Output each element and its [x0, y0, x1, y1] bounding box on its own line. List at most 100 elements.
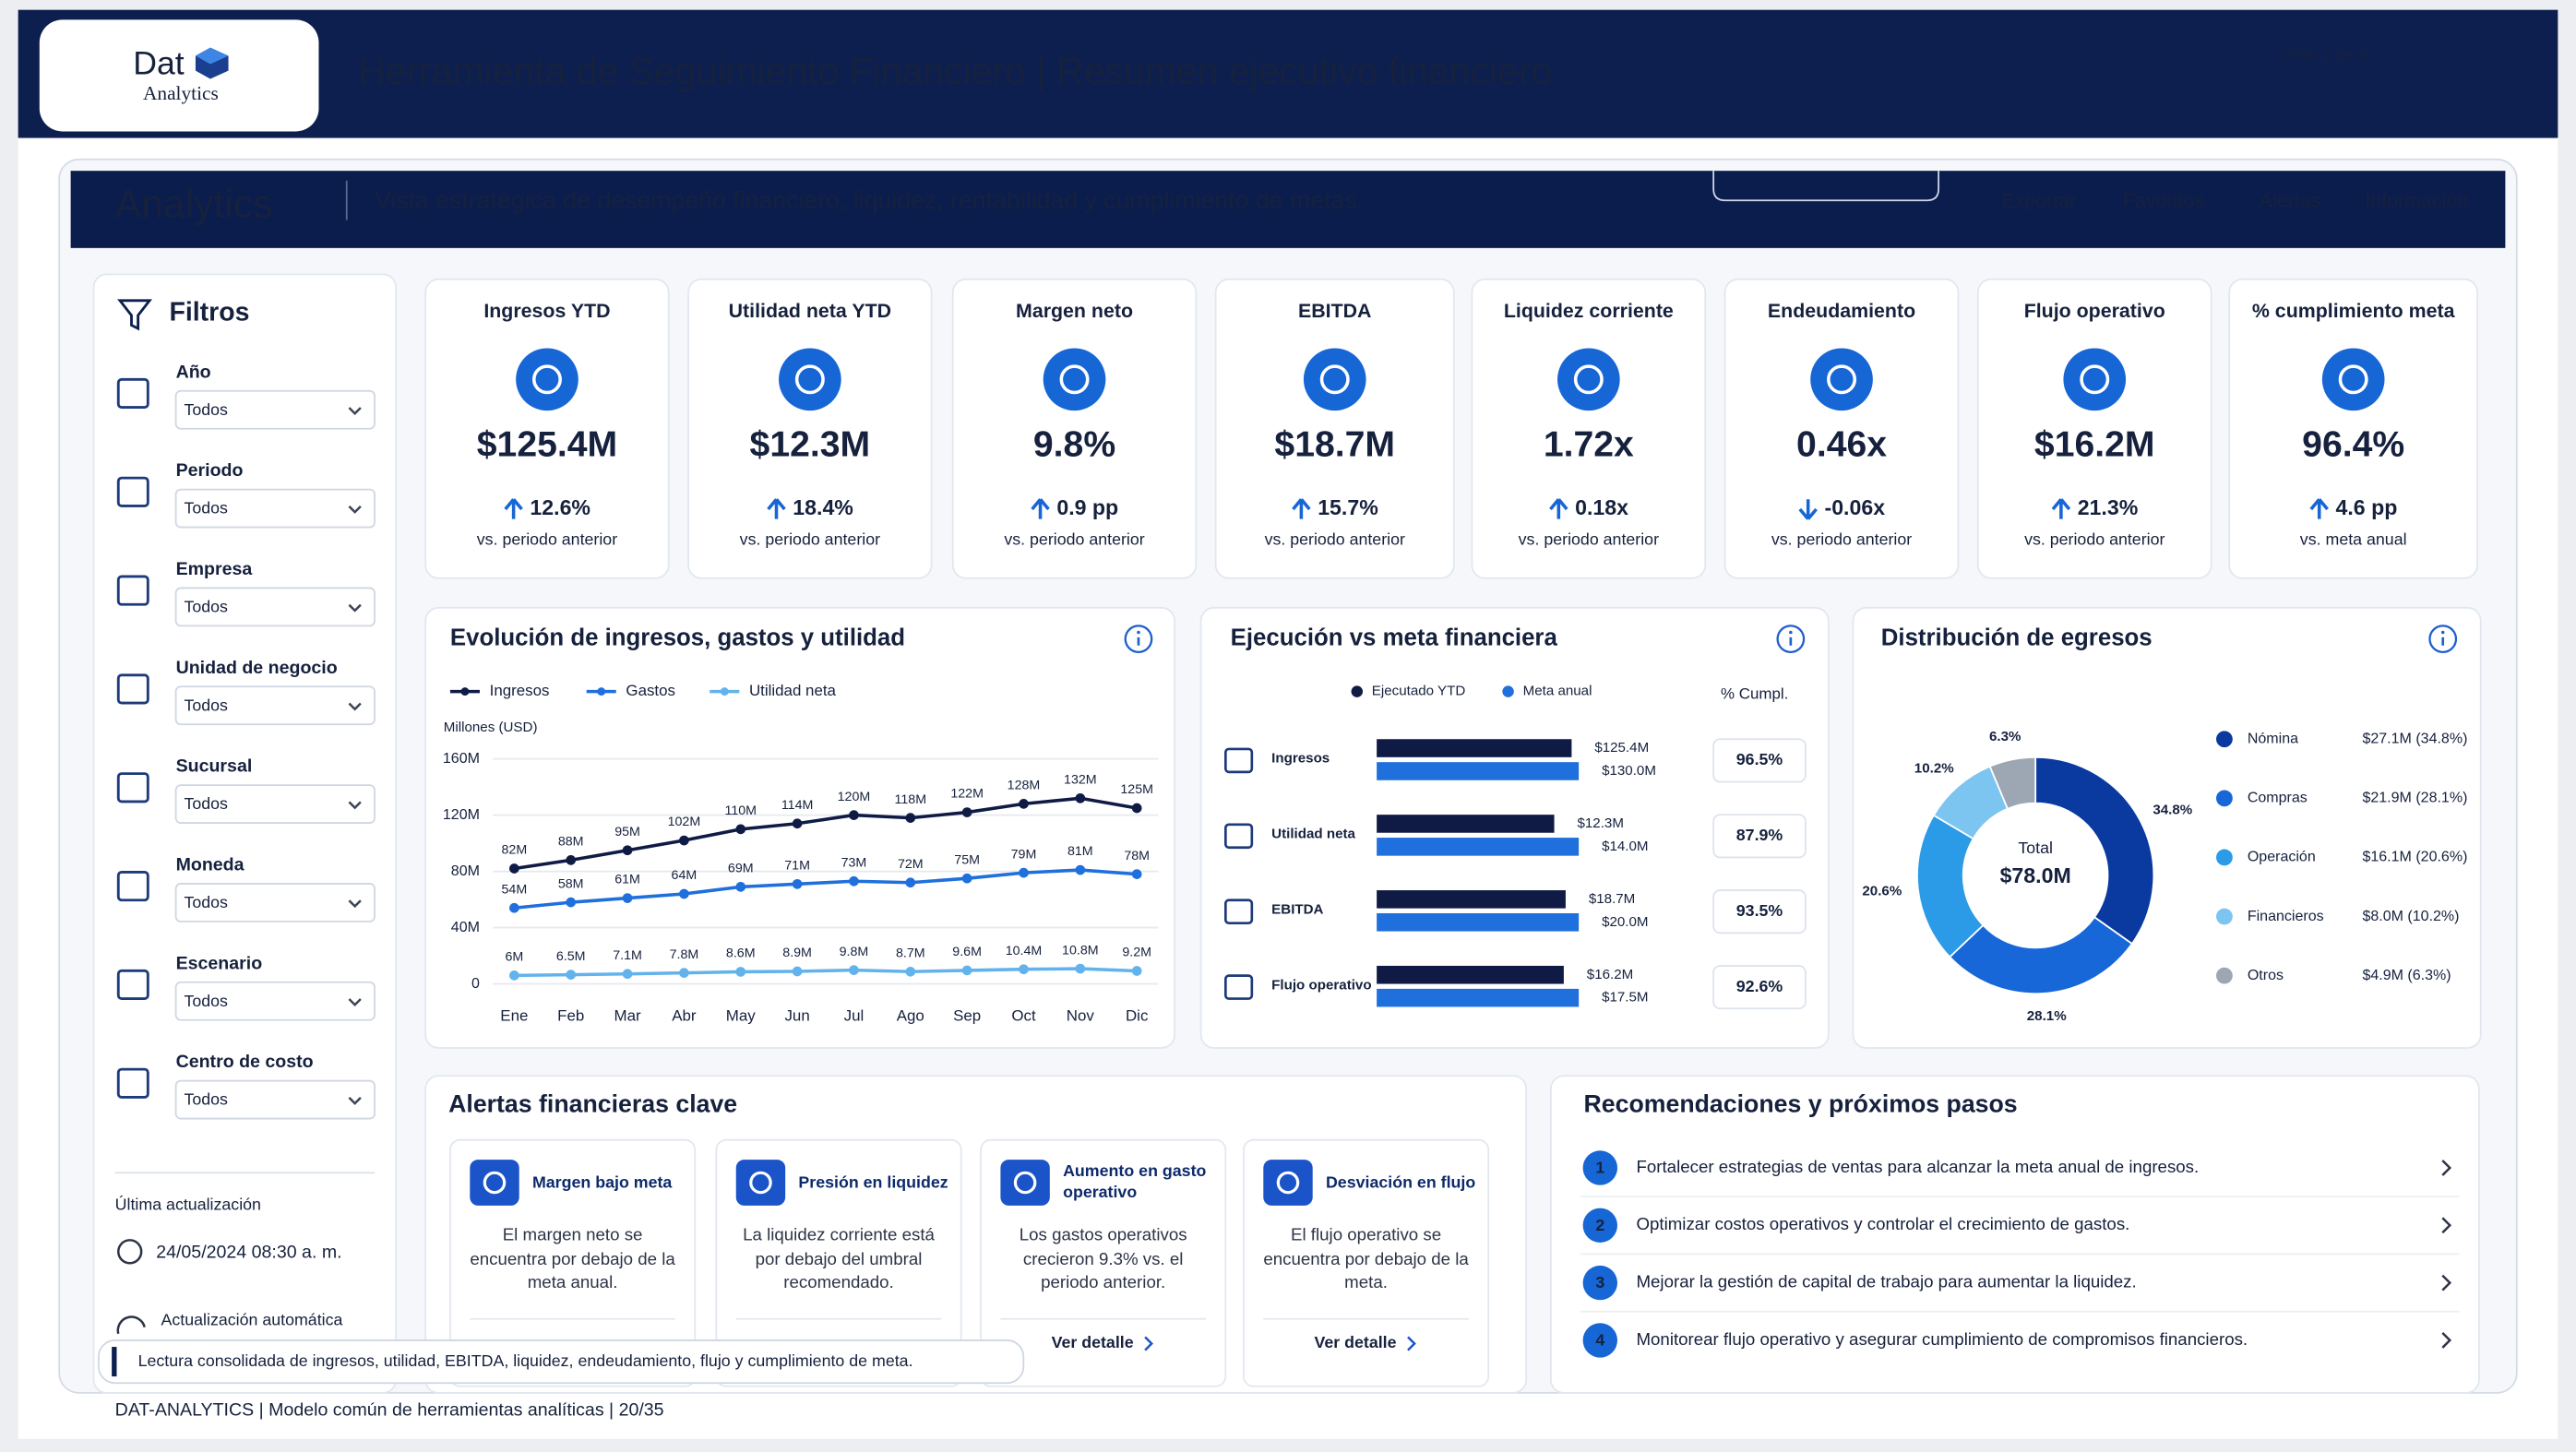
- data-label: 114M: [781, 798, 814, 813]
- kpi-value: $18.7M: [1274, 425, 1395, 465]
- kpi-note: vs. periodo anterior: [1771, 530, 1912, 549]
- kpi-change: 4.6 pp: [2336, 495, 2398, 519]
- legend-swatch: [720, 687, 729, 696]
- icon-glyph: [1319, 364, 1350, 395]
- category-label: EBITDA: [1271, 901, 1323, 917]
- icon-glyph: [2080, 364, 2110, 395]
- legend-label: Nómina: [2248, 730, 2298, 746]
- alert-link[interactable]: Ver detalle: [1052, 1333, 1134, 1351]
- legend-value: $4.9M (6.3%): [2362, 967, 2451, 983]
- data-label: 7.8M: [670, 947, 699, 962]
- info-icon: [1789, 630, 1793, 635]
- data-label: 110M: [724, 803, 757, 818]
- dropdown[interactable]: [174, 883, 376, 922]
- filter-icon: [116, 476, 149, 507]
- banner-action[interactable]: Exportar: [2001, 190, 2076, 212]
- completion-box: [1712, 965, 1807, 1010]
- x-tick-label: Ene: [500, 1007, 528, 1025]
- card: [687, 278, 933, 579]
- data-point: [509, 902, 519, 913]
- row-icon: [1224, 823, 1254, 850]
- slice: [2034, 756, 2155, 946]
- bar: [1377, 965, 1564, 984]
- update-label: Última actualización: [115, 1195, 261, 1214]
- y-tick-label: 160M: [443, 750, 480, 767]
- icon: [516, 348, 578, 411]
- step-badge: [1582, 1208, 1617, 1243]
- data-point: [905, 966, 916, 977]
- banner-action[interactable]: Favoritos: [2123, 190, 2204, 212]
- kpi-value: $16.2M: [2034, 425, 2155, 465]
- icon-glyph: [2338, 364, 2368, 395]
- kpi-change: 15.7%: [1318, 495, 1378, 519]
- bar: [1377, 739, 1572, 757]
- data-point: [622, 969, 633, 980]
- bar: [1377, 912, 1580, 932]
- info-icon: [1776, 625, 1806, 654]
- banner-action[interactable]: Información: [2365, 190, 2468, 212]
- data-label: 6.5M: [556, 949, 586, 964]
- alert-icon-glyph: [1276, 1171, 1300, 1195]
- series-line: [514, 967, 1138, 978]
- dropdown[interactable]: [174, 587, 376, 627]
- kpi-arrow: [1031, 498, 1050, 519]
- y-tick-label: 0: [471, 975, 480, 992]
- legend-swatch: [460, 687, 470, 696]
- data-label: 118M: [895, 792, 927, 807]
- data-point: [622, 845, 633, 856]
- legend-label: Utilidad neta: [749, 682, 837, 699]
- dropdown[interactable]: [174, 685, 376, 726]
- row-icon: [1224, 747, 1254, 774]
- kpi-value: 9.8%: [1033, 425, 1115, 465]
- x-tick-label: Oct: [1011, 1007, 1036, 1025]
- legend-label: Financieros: [2248, 908, 2324, 924]
- data-point: [566, 970, 577, 980]
- banner-brand: Analytics: [115, 183, 273, 227]
- slice-label: 6.3%: [1989, 729, 2021, 744]
- y-axis-label: Millones (USD): [444, 720, 538, 735]
- bar: [1377, 890, 1566, 909]
- dropdown[interactable]: [174, 1079, 376, 1120]
- legend-label: Ejecutado YTD: [1372, 684, 1466, 699]
- completion-label: 92.6%: [1736, 977, 1783, 995]
- y-tick-label: 120M: [443, 806, 480, 823]
- filter-label: Empresa: [176, 559, 254, 579]
- filter-label: Moneda: [176, 855, 245, 875]
- filter-icon: [117, 299, 152, 331]
- kpi-title: % cumplimiento meta: [2252, 300, 2456, 322]
- card: [1214, 278, 1455, 579]
- alert-title: Presión en liquidez: [798, 1173, 948, 1192]
- completion-box: [1712, 738, 1807, 783]
- kpi-title: Ingresos YTD: [483, 300, 610, 322]
- card: [1471, 278, 1707, 579]
- data-label: $17.5M: [1602, 990, 1648, 1006]
- alert-text: El flujo operativo se encuentra por deba…: [1263, 1225, 1469, 1293]
- x-tick-label: Mar: [614, 1007, 640, 1025]
- caption-accent: [112, 1347, 117, 1377]
- banner-action[interactable]: Alertas: [2260, 190, 2320, 212]
- dropdown[interactable]: [174, 389, 376, 430]
- icon: [2063, 348, 2127, 411]
- x-tick-label: Jul: [844, 1007, 865, 1025]
- data-point: [905, 813, 916, 823]
- kpi-change: -0.06x: [1824, 495, 1885, 519]
- update-time: 24/05/2024 08:30 a. m.: [156, 1243, 341, 1263]
- alert-link[interactable]: Ver detalle: [1314, 1333, 1396, 1351]
- filter-label: Unidad de negocio: [176, 658, 338, 678]
- dropdown[interactable]: [174, 981, 376, 1021]
- dropdown[interactable]: [174, 488, 376, 529]
- bar: [1377, 988, 1580, 1007]
- alert-title-box: Presión en liquidez: [798, 1173, 948, 1192]
- logo-text: Dat: [133, 45, 185, 82]
- banner-subtitle: Vista estratégica de desempeño financier…: [375, 186, 1364, 214]
- chevron: [2441, 1160, 2452, 1176]
- dropdown[interactable]: [174, 784, 376, 824]
- filter-icon: [116, 1067, 149, 1099]
- kpi-change: 18.4%: [793, 495, 853, 519]
- slice-label: 34.8%: [2153, 803, 2192, 818]
- dropdown-value: Todos: [184, 893, 228, 911]
- data-label: 58M: [558, 876, 584, 891]
- data-label: 9.2M: [1122, 946, 1151, 960]
- kpi-note: vs. periodo anterior: [477, 530, 617, 549]
